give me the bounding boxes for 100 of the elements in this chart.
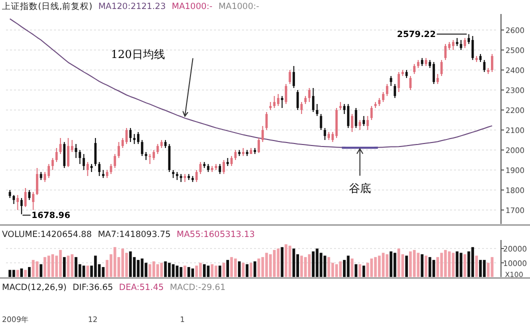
bar — [218, 266, 222, 277]
candlestick — [52, 158, 54, 170]
candlestick — [436, 74, 439, 84]
candlestick — [118, 142, 120, 158]
text: MA1000:- — [172, 2, 212, 12]
bar — [206, 266, 210, 277]
candlestick — [483, 60, 486, 72]
bar — [94, 256, 97, 277]
bar — [284, 244, 288, 277]
annotation: 2579.22 — [397, 30, 436, 40]
bar — [59, 250, 62, 277]
bar — [280, 247, 284, 277]
bar — [62, 257, 66, 277]
candlestick — [464, 38, 466, 48]
bar — [176, 266, 178, 277]
bar — [222, 262, 226, 277]
bar — [288, 246, 292, 277]
text: DEA:51.45 — [119, 283, 164, 293]
bar — [335, 264, 338, 277]
line-series — [9, 18, 493, 148]
candlestick — [140, 140, 144, 156]
candlestick — [432, 62, 435, 84]
bar — [234, 258, 237, 277]
bar — [428, 257, 432, 277]
chart-title: 上证指数(日线,前复权) — [2, 1, 92, 12]
candlestick — [114, 154, 116, 168]
bar — [44, 257, 46, 277]
bar — [152, 261, 156, 277]
bar — [184, 266, 186, 277]
bar — [202, 264, 206, 277]
bar — [320, 252, 322, 277]
bar — [416, 252, 420, 277]
bar — [261, 257, 264, 277]
bar — [409, 251, 412, 277]
candlestick — [218, 164, 222, 174]
candlestick — [32, 192, 34, 210]
candlestick — [82, 154, 85, 170]
bar — [436, 257, 440, 277]
bar — [47, 256, 50, 277]
bar — [214, 266, 218, 277]
bar — [156, 264, 160, 277]
candlestick — [48, 164, 50, 178]
bar — [432, 260, 436, 277]
candlestick — [36, 168, 38, 196]
chart-subtitle: MA7:1418093.75 — [98, 230, 171, 240]
candlestick — [63, 142, 66, 168]
candlestick — [413, 64, 416, 74]
candlestick — [16, 194, 19, 210]
bar — [32, 260, 35, 277]
bar — [397, 248, 400, 277]
bar — [187, 267, 190, 277]
bar — [370, 258, 373, 277]
bar — [354, 264, 358, 277]
bar — [230, 257, 233, 277]
bar — [467, 251, 470, 277]
bar — [210, 264, 214, 277]
bar — [300, 256, 303, 277]
bar — [114, 247, 116, 277]
bar — [390, 251, 392, 277]
candlestick — [148, 154, 152, 164]
candlestick — [156, 144, 159, 154]
bar — [257, 258, 260, 277]
bar — [471, 247, 474, 277]
bar — [350, 258, 354, 277]
bar — [460, 252, 462, 277]
bar — [269, 254, 272, 277]
bar — [199, 262, 202, 277]
bar — [456, 251, 458, 277]
bar — [420, 254, 424, 277]
bar — [386, 254, 388, 277]
bar — [254, 261, 256, 277]
candlestick — [280, 96, 284, 108]
bar — [346, 256, 350, 277]
candlestick — [277, 94, 280, 106]
candlestick — [86, 162, 89, 176]
text: MA120:2121.23 — [98, 2, 166, 12]
candlestick — [316, 104, 318, 116]
candlestick — [366, 116, 369, 130]
candlestick — [273, 96, 276, 108]
bar — [342, 260, 346, 277]
bar — [20, 268, 23, 277]
candlestick — [472, 36, 474, 60]
bar — [226, 260, 230, 277]
bar — [374, 257, 377, 277]
bar — [394, 252, 396, 277]
bar — [405, 256, 408, 277]
bar — [36, 261, 38, 277]
bar — [86, 266, 90, 277]
text: DIF:36.65 — [72, 283, 114, 293]
bar — [464, 254, 466, 277]
candlestick — [386, 84, 388, 96]
bar — [292, 248, 296, 277]
candlestick — [324, 128, 326, 140]
candlestick — [362, 116, 365, 126]
bar — [125, 252, 128, 277]
bar — [479, 260, 482, 277]
bar — [180, 267, 182, 277]
bar — [136, 260, 140, 277]
text: MACD:-29.61 — [170, 283, 226, 293]
bar — [250, 262, 252, 277]
